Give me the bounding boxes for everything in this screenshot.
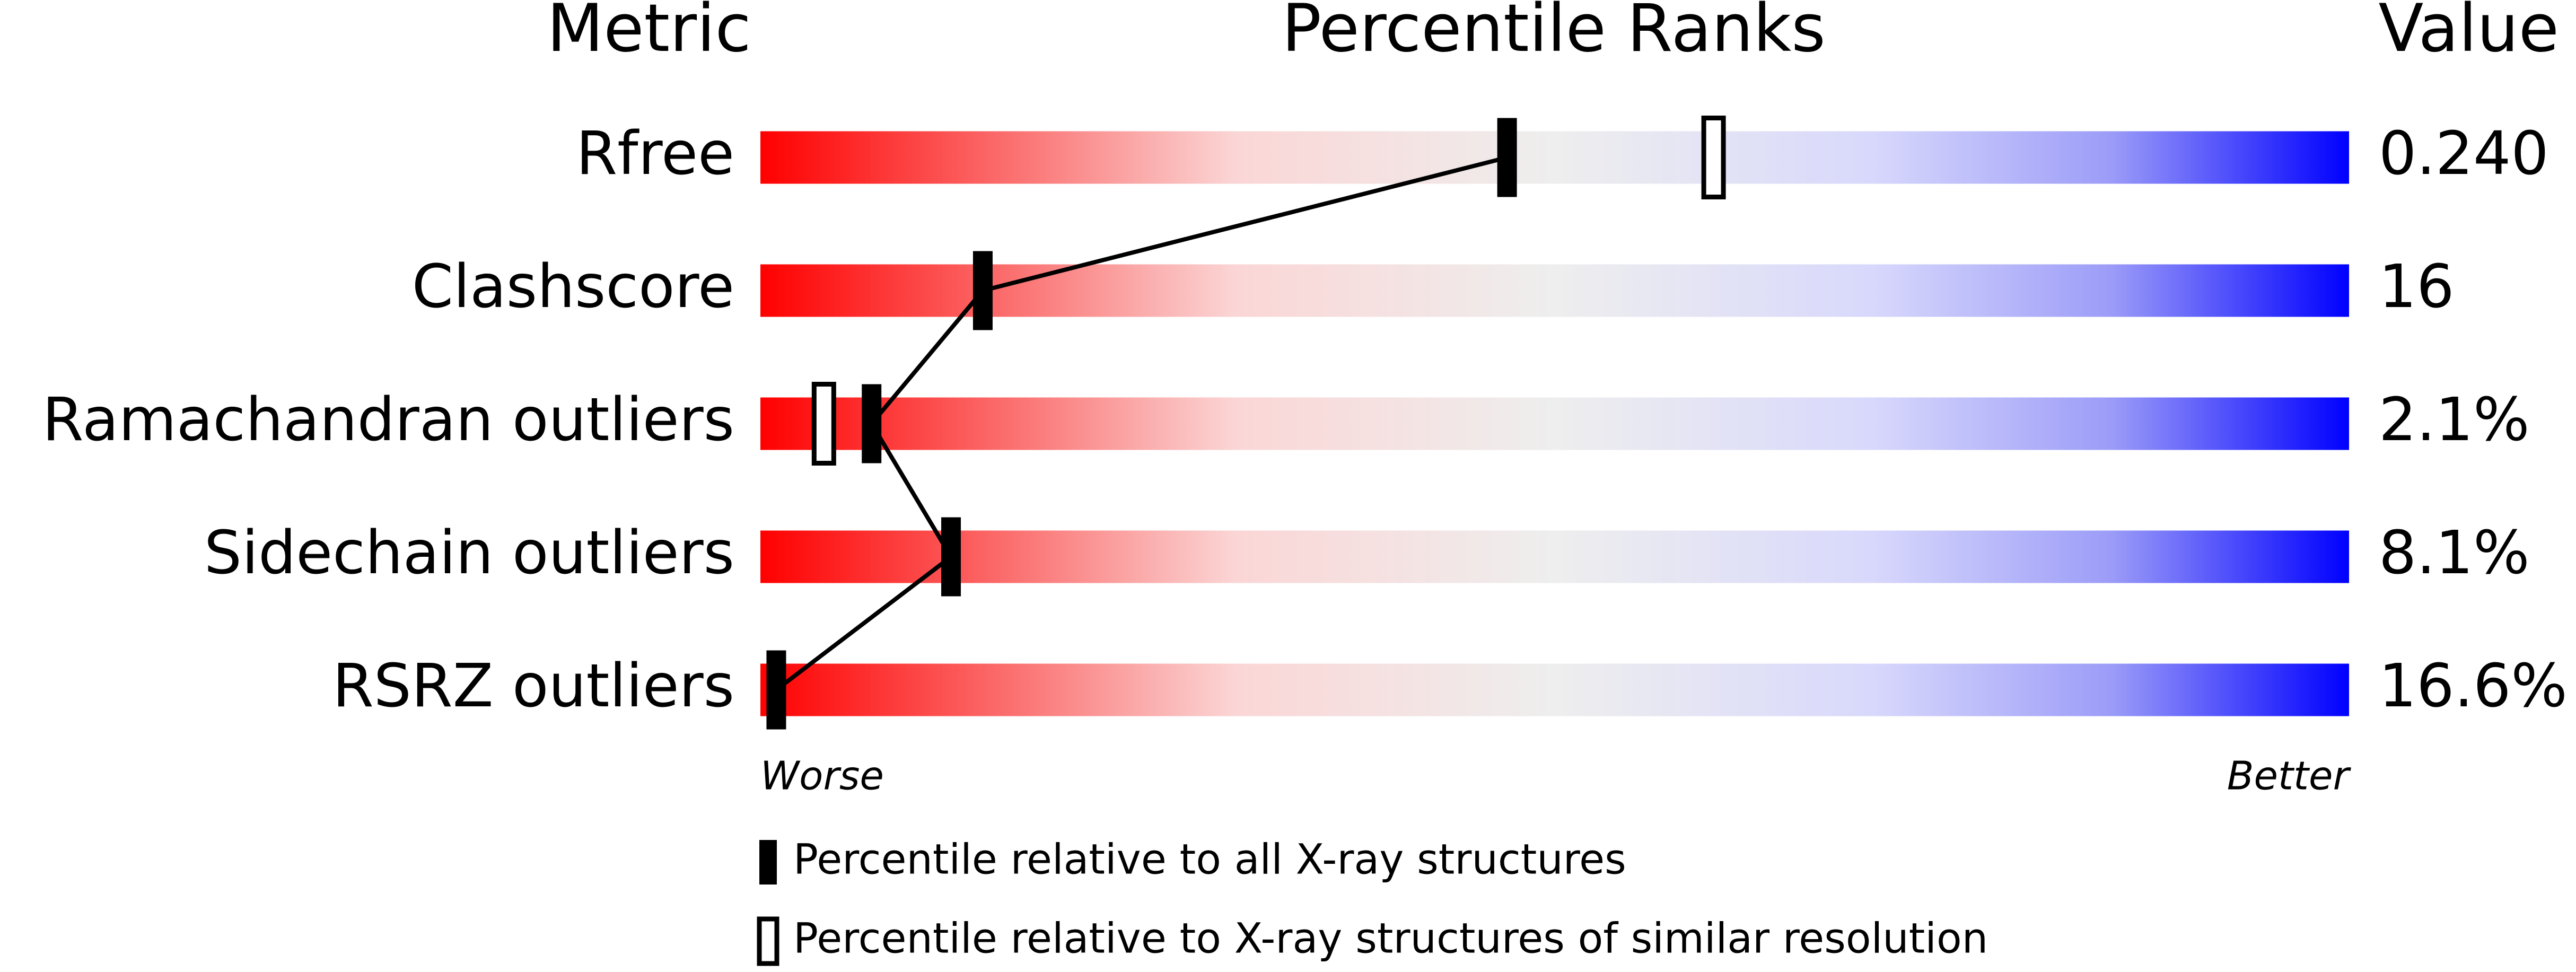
metric-label: Sidechain outliers bbox=[204, 519, 734, 588]
chart-title: Percentile Ranks bbox=[1282, 0, 1826, 67]
rank-bar bbox=[760, 397, 2349, 450]
all-structures-marker bbox=[862, 384, 882, 463]
legend-label: Percentile relative to X-ray structures … bbox=[793, 915, 1988, 962]
value-header: Value bbox=[2378, 0, 2559, 67]
rank-bar bbox=[760, 530, 2349, 583]
similar-resolution-marker bbox=[811, 382, 836, 466]
rank-bar bbox=[760, 663, 2349, 716]
metric-header: Metric bbox=[547, 0, 751, 67]
legend-label: Percentile relative to all X-ray structu… bbox=[793, 836, 1626, 883]
metric-value: 0.240 bbox=[2379, 119, 2549, 188]
high-label: Better bbox=[2227, 754, 2352, 799]
metric-value: 8.1% bbox=[2379, 519, 2530, 588]
metric-label: Rfree bbox=[576, 119, 734, 188]
metric-label: RSRZ outliers bbox=[332, 652, 734, 721]
metric-label: Clashscore bbox=[412, 252, 734, 321]
metric-label: Ramachandran outliers bbox=[42, 386, 734, 454]
similar-resolution-marker bbox=[1701, 116, 1726, 199]
rank-bar bbox=[760, 264, 2349, 317]
metric-value: 2.1% bbox=[2379, 386, 2530, 454]
rank-bar bbox=[760, 131, 2349, 184]
metric-value: 16.6% bbox=[2379, 652, 2568, 721]
all-structures-marker bbox=[972, 251, 993, 330]
metric-value: 16 bbox=[2379, 252, 2455, 321]
legend-swatch bbox=[759, 840, 777, 885]
all-structures-marker bbox=[941, 517, 961, 597]
all-structures-marker bbox=[1497, 118, 1517, 197]
all-structures-marker bbox=[766, 650, 786, 730]
low-label: Worse bbox=[760, 754, 884, 799]
legend-swatch bbox=[757, 916, 779, 966]
